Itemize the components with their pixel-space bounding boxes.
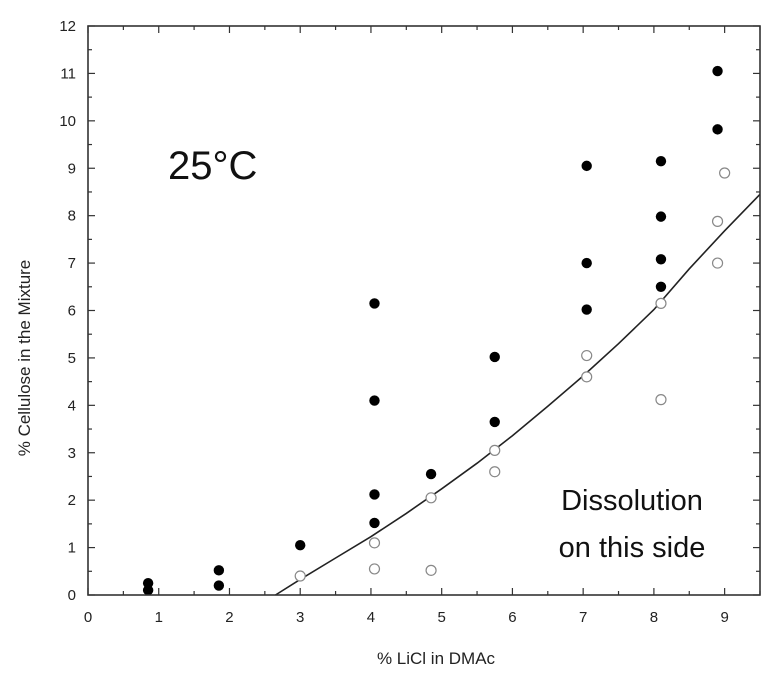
filled-point (655, 281, 667, 292)
open-point (719, 167, 731, 179)
open-point (655, 394, 667, 406)
filled-point (369, 298, 380, 309)
open-point (711, 215, 724, 227)
x-tick-label: 0 (84, 609, 92, 626)
x-tick-label: 3 (296, 609, 304, 626)
dissolution-label-line1: Dissolution (561, 485, 703, 517)
filled-point (581, 160, 592, 172)
boundary-line (275, 193, 761, 596)
y-axis-title: % Cellulose in the Mixture (15, 260, 34, 457)
y-tick-label: 4 (68, 397, 76, 414)
y-tick-label: 7 (68, 255, 76, 272)
x-tick-label: 4 (367, 609, 375, 626)
open-point (711, 257, 724, 269)
y-tick-label: 2 (68, 492, 76, 509)
filled-point (489, 416, 500, 428)
filled-point (213, 565, 225, 576)
open-point (581, 349, 593, 362)
open-point (489, 444, 501, 456)
filled-point (369, 395, 380, 406)
filled-point (581, 257, 592, 269)
y-tick-label: 0 (68, 587, 76, 604)
x-axis-title: % LiCl in DMAc (377, 649, 496, 668)
x-tick-label: 1 (155, 609, 163, 626)
data-points (142, 65, 731, 596)
y-tick-label: 8 (68, 208, 76, 225)
x-tick-label: 9 (720, 609, 728, 626)
x-tick-label: 2 (225, 609, 233, 626)
open-point (581, 371, 593, 383)
x-tick-label: 6 (508, 609, 516, 626)
open-point (425, 492, 437, 504)
y-tick-label: 5 (68, 350, 76, 367)
open-point (368, 537, 381, 549)
filled-point (712, 65, 723, 77)
filled-point (712, 124, 723, 135)
filled-point (581, 304, 592, 315)
filled-point (295, 540, 306, 551)
y-tick-label: 10 (59, 113, 76, 130)
open-point (489, 466, 501, 478)
y-tick-label: 11 (60, 65, 76, 82)
x-tick-label: 8 (650, 609, 658, 626)
temperature-annotation: 25°C (168, 144, 257, 188)
filled-point (142, 577, 154, 589)
y-tick-label: 3 (68, 445, 76, 462)
open-point (368, 563, 381, 575)
open-point (294, 570, 306, 582)
x-tick-label: 5 (438, 609, 446, 626)
open-point (655, 297, 667, 309)
filled-point (369, 517, 380, 529)
filled-point (655, 211, 667, 222)
filled-point (142, 585, 154, 596)
y-tick-label: 1 (68, 540, 76, 557)
y-tick-label: 9 (68, 160, 76, 177)
filled-point (655, 254, 667, 265)
filled-point (489, 351, 500, 363)
filled-point (213, 580, 225, 591)
filled-point (369, 489, 380, 500)
plot-frame (87, 25, 761, 596)
x-tick-label: 7 (579, 609, 587, 626)
y-tick-label: 6 (68, 303, 76, 320)
y-tick-label: 12 (59, 18, 76, 35)
open-point (425, 564, 437, 576)
filled-point (655, 155, 667, 167)
filled-point (425, 468, 437, 480)
dissolution-label-line2: on this side (559, 532, 706, 564)
dissolution-boundary-curve (275, 193, 761, 596)
